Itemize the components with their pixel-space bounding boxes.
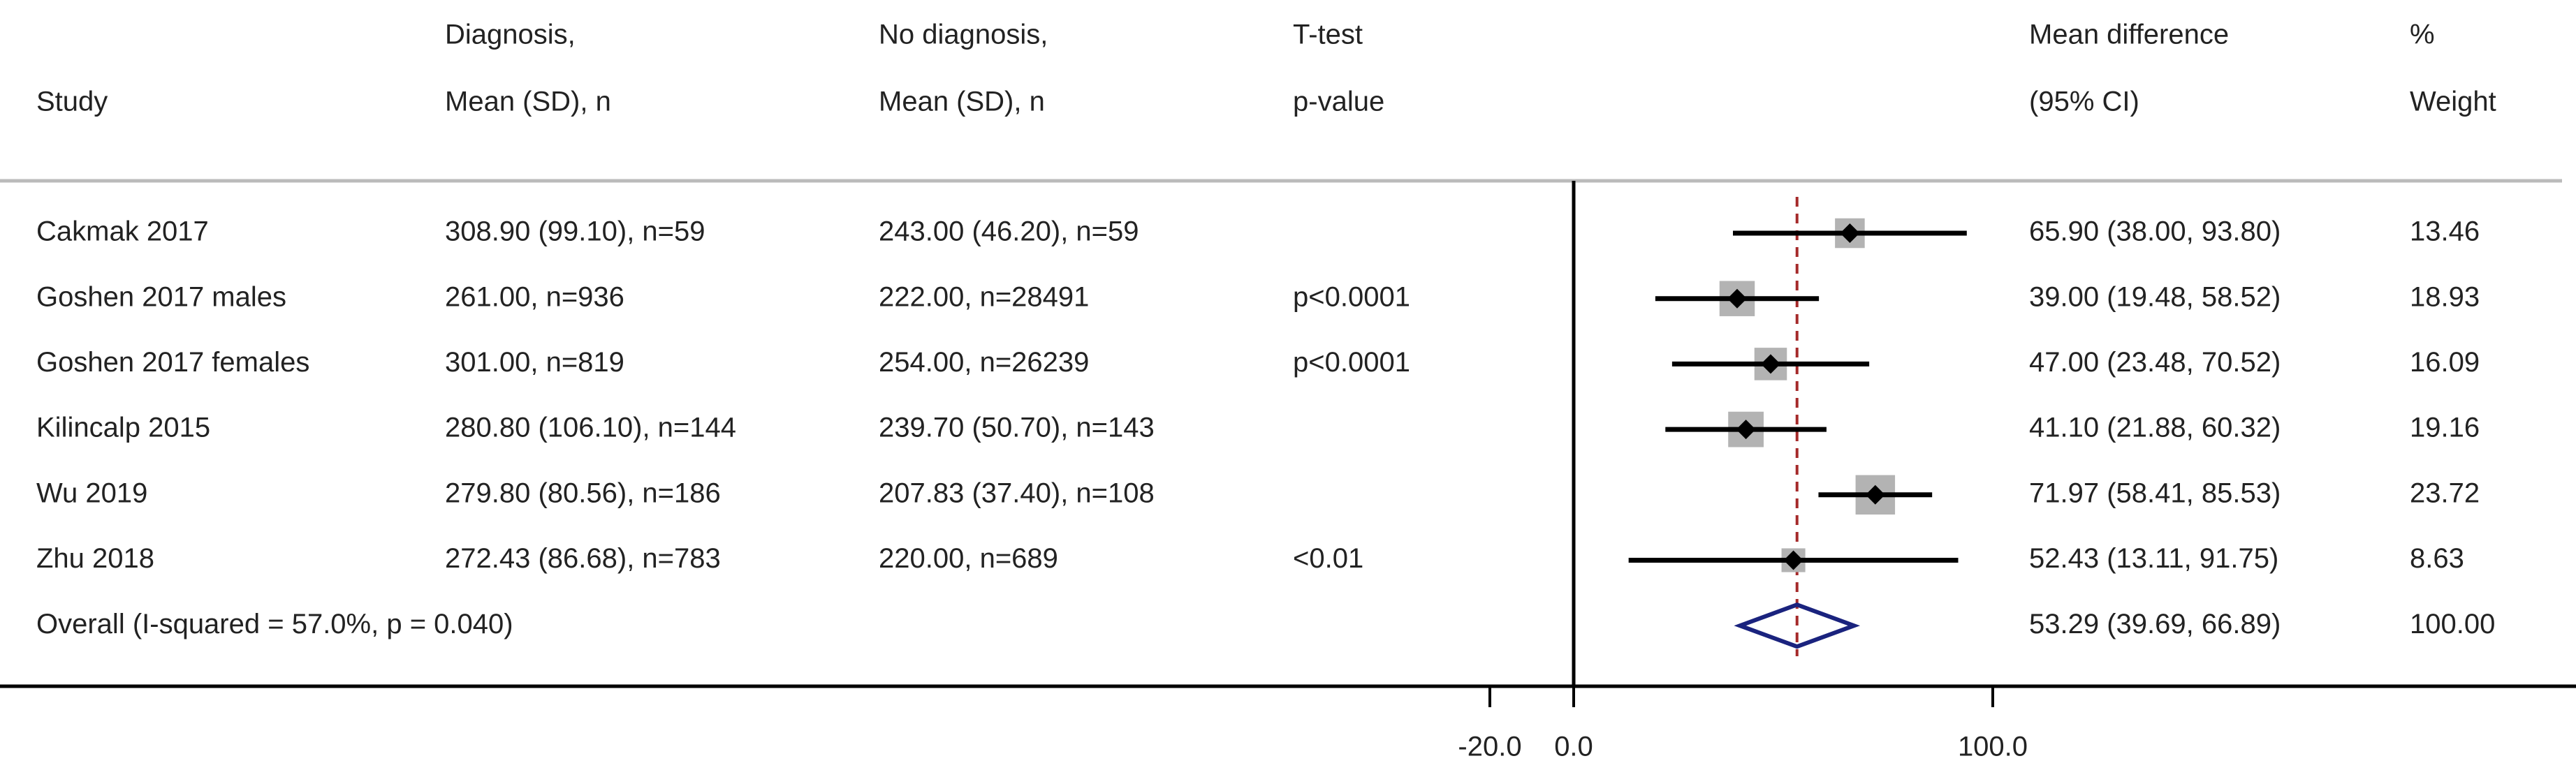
diagnosis: 279.80 (80.56), n=186 xyxy=(445,478,721,508)
no-diagnosis: 239.70 (50.70), n=143 xyxy=(879,413,1155,443)
weight: 18.93 xyxy=(2410,281,2480,312)
no-diagnosis: 222.00, n=28491 xyxy=(879,281,1089,312)
point-estimate xyxy=(1865,484,1885,505)
study-name: Kilincalp 2015 xyxy=(36,413,210,443)
diagnosis: 261.00, n=936 xyxy=(445,281,624,312)
weight: 13.46 xyxy=(2410,216,2480,247)
column-header: Diagnosis, xyxy=(445,20,576,50)
overall-weight: 100.00 xyxy=(2410,609,2495,639)
mean-difference: 41.10 (21.88, 60.32) xyxy=(2029,413,2281,443)
mean-difference: 71.97 (58.41, 85.53) xyxy=(2029,478,2281,508)
weight: 16.09 xyxy=(2410,347,2480,378)
study-name: Zhu 2018 xyxy=(36,543,154,574)
no-diagnosis: 207.83 (37.40), n=108 xyxy=(879,478,1155,508)
column-header: Mean (SD), n xyxy=(879,87,1045,117)
study-name: Goshen 2017 males xyxy=(36,281,286,312)
mean-difference: 65.90 (38.00, 93.80) xyxy=(2029,216,2281,247)
p-value: <0.01 xyxy=(1293,543,1363,574)
column-header: Mean (SD), n xyxy=(445,87,611,117)
x-tick-label: 100.0 xyxy=(1958,732,2028,762)
column-header: % xyxy=(2410,20,2435,50)
p-value: p<0.0001 xyxy=(1293,347,1410,378)
column-header: T-test xyxy=(1293,20,1363,50)
column-header: Weight xyxy=(2410,87,2496,117)
overall-mean-difference: 53.29 (39.69, 66.89) xyxy=(2029,609,2281,639)
mean-difference: 39.00 (19.48, 58.52) xyxy=(2029,281,2281,312)
column-header: p-value xyxy=(1293,87,1384,117)
weight: 19.16 xyxy=(2410,413,2480,443)
column-header: Study xyxy=(36,87,108,117)
point-estimate xyxy=(1736,420,1756,440)
no-diagnosis: 243.00 (46.20), n=59 xyxy=(879,216,1139,247)
no-diagnosis: 220.00, n=689 xyxy=(879,543,1058,574)
point-estimate xyxy=(1783,550,1803,570)
point-estimate xyxy=(1840,223,1860,243)
diagnosis: 280.80 (106.10), n=144 xyxy=(445,413,736,443)
diagnosis: 272.43 (86.68), n=783 xyxy=(445,543,721,574)
point-estimate xyxy=(1761,354,1780,374)
study-name: Cakmak 2017 xyxy=(36,216,209,247)
x-tick-label: 0.0 xyxy=(1554,732,1593,762)
weight: 8.63 xyxy=(2410,543,2464,574)
weight: 23.72 xyxy=(2410,478,2480,508)
p-value: p<0.0001 xyxy=(1293,281,1410,312)
column-header: (95% CI) xyxy=(2029,87,2139,117)
x-tick-label: -20.0 xyxy=(1458,732,1521,762)
overall-diamond xyxy=(1734,602,1861,649)
mean-difference: 52.43 (13.11, 91.75) xyxy=(2029,543,2278,574)
column-header: Mean difference xyxy=(2029,20,2229,50)
column-header: No diagnosis, xyxy=(879,20,1048,50)
point-estimate xyxy=(1727,288,1747,309)
overall-name: Overall (I-squared = 57.0%, p = 0.040) xyxy=(36,609,513,639)
diagnosis: 301.00, n=819 xyxy=(445,347,624,378)
study-name: Goshen 2017 females xyxy=(36,347,309,378)
no-diagnosis: 254.00, n=26239 xyxy=(879,347,1089,378)
study-name: Wu 2019 xyxy=(36,478,147,508)
mean-difference: 47.00 (23.48, 70.52) xyxy=(2029,347,2281,378)
diagnosis: 308.90 (99.10), n=59 xyxy=(445,216,705,247)
